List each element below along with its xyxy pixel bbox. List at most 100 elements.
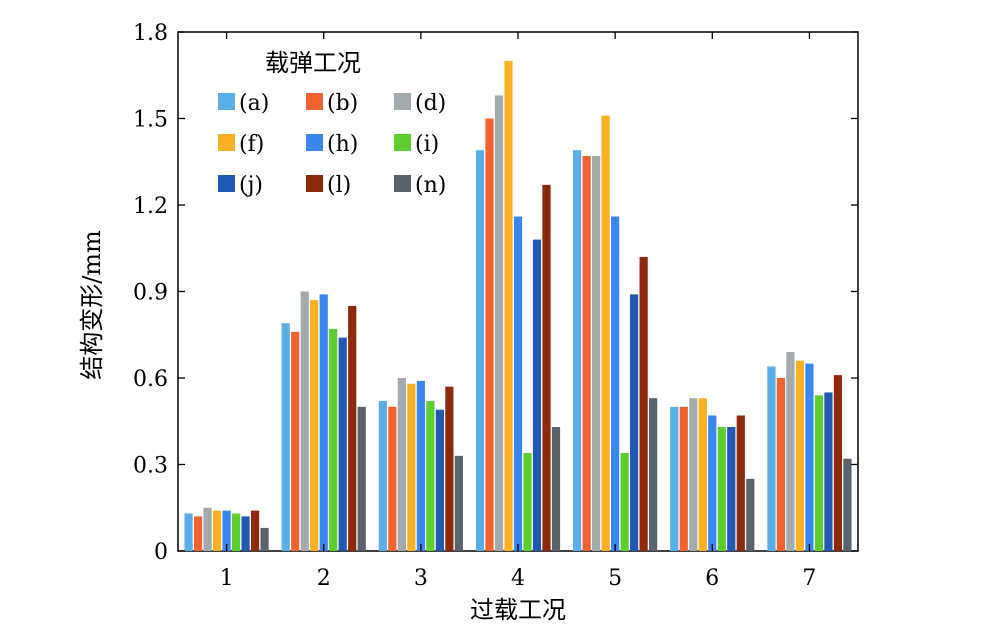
bar-d-2 — [300, 291, 309, 551]
bar-b-2 — [291, 331, 300, 551]
bar-d-4 — [494, 95, 504, 552]
x-tick-label: 5 — [608, 566, 622, 591]
bar-l-2 — [348, 305, 357, 551]
legend-title: 载弹工况 — [265, 49, 361, 77]
x-tick-label: 3 — [414, 566, 428, 591]
bar-h-2 — [319, 294, 328, 551]
y-axis-title: 结构变形/mm — [78, 230, 106, 380]
bar-n-2 — [357, 406, 366, 551]
bar-f-6 — [698, 398, 707, 551]
bar-h-1 — [222, 510, 231, 551]
bar-j-7 — [824, 392, 833, 551]
legend-swatch-l — [306, 175, 323, 192]
bar-j-4 — [532, 239, 542, 551]
bar-b-1 — [193, 516, 203, 551]
bar-f-2 — [310, 300, 319, 551]
legend-swatch-n — [394, 175, 411, 192]
bar-a-7 — [767, 366, 776, 551]
bar-h-6 — [708, 415, 717, 551]
bar-i-6 — [717, 427, 726, 551]
bar-j-5 — [630, 294, 639, 551]
legend-label-d: (d) — [415, 91, 446, 116]
bar-j-3 — [435, 409, 444, 551]
x-tick-label: 4 — [511, 566, 525, 591]
bar-l-6 — [736, 415, 745, 551]
legend-swatch-h — [306, 134, 323, 151]
legend-label-n: (n) — [415, 173, 446, 198]
x-axis-title: 过载工况 — [470, 596, 566, 624]
bar-d-5 — [592, 155, 601, 552]
bar-l-3 — [445, 386, 454, 551]
bar-h-3 — [416, 380, 425, 551]
bar-i-5 — [620, 452, 629, 551]
bar-a-2 — [281, 323, 290, 551]
legend-swatch-d — [394, 93, 411, 110]
bar-a-3 — [378, 401, 387, 551]
bar-a-6 — [670, 406, 679, 551]
bar-f-3 — [407, 383, 416, 551]
legend-label-l: (l) — [327, 173, 351, 198]
y-tick-label: 0.3 — [133, 454, 168, 479]
bar-b-5 — [582, 155, 591, 552]
y-tick-label: 1.2 — [133, 194, 168, 219]
bar-b-7 — [776, 378, 786, 551]
y-tick-label: 1.5 — [133, 108, 168, 133]
bar-a-1 — [184, 513, 193, 551]
x-tick-label: 6 — [705, 566, 719, 591]
legend-label-i: (i) — [415, 132, 439, 157]
bar-n-5 — [649, 398, 658, 551]
legend-swatch-b — [306, 93, 323, 110]
bar-h-5 — [611, 216, 620, 551]
legend-label-j: (j) — [239, 173, 263, 198]
y-tick-label: 0 — [154, 540, 168, 565]
bar-a-4 — [475, 150, 485, 551]
legend-swatch-i — [394, 134, 411, 151]
bar-f-4 — [504, 60, 513, 551]
bar-i-3 — [426, 401, 435, 551]
bar-d-6 — [689, 398, 698, 551]
bar-b-3 — [388, 406, 397, 551]
bar-i-2 — [329, 328, 338, 551]
bar-i-1 — [231, 513, 241, 551]
y-tick-label: 1.8 — [133, 21, 168, 46]
legend-label-f: (f) — [239, 132, 264, 157]
bar-i-4 — [523, 452, 532, 551]
bar-i-7 — [814, 395, 824, 551]
bar-h-4 — [513, 216, 523, 551]
bar-a-5 — [573, 150, 582, 551]
bar-l-4 — [542, 184, 551, 551]
bar-b-4 — [485, 118, 494, 551]
legend-label-b: (b) — [327, 91, 358, 116]
bar-b-6 — [679, 406, 688, 551]
y-tick-label: 0.6 — [133, 367, 168, 392]
legend-swatch-a — [218, 93, 235, 110]
y-tick-label: 0.9 — [133, 281, 168, 306]
bar-n-1 — [260, 527, 269, 551]
bar-n-4 — [551, 427, 561, 551]
bar-j-6 — [727, 427, 736, 551]
bar-l-5 — [639, 256, 648, 551]
bar-f-7 — [795, 360, 805, 551]
x-tick-label: 2 — [317, 566, 331, 591]
bar-j-2 — [338, 337, 347, 551]
legend-label-h: (h) — [327, 132, 358, 157]
bar-d-3 — [397, 378, 406, 551]
legend-swatch-f — [218, 134, 235, 151]
bar-n-6 — [746, 478, 755, 551]
bar-h-7 — [805, 363, 814, 551]
x-tick-label: 7 — [802, 566, 816, 591]
bar-f-1 — [212, 510, 222, 551]
bar-f-5 — [601, 115, 610, 552]
legend-swatch-j — [218, 175, 235, 192]
bar-l-7 — [833, 375, 843, 551]
bar-d-7 — [786, 352, 795, 551]
bar-j-1 — [241, 516, 250, 551]
bar-n-3 — [454, 455, 463, 551]
bar-l-1 — [250, 510, 260, 551]
bar-d-1 — [203, 507, 212, 551]
x-tick-label: 1 — [220, 566, 234, 591]
bar-n-7 — [843, 458, 852, 551]
legend-label-a: (a) — [239, 91, 269, 116]
